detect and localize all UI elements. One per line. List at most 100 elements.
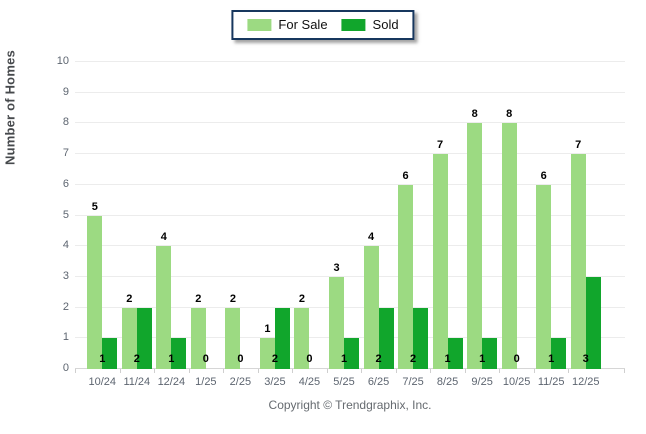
for-sale-value-label: 2 — [195, 292, 202, 305]
for-sale-bar — [398, 184, 414, 369]
x-tick-label: 3/25 — [264, 376, 286, 388]
gridline — [75, 153, 625, 155]
x-axis-tick — [223, 369, 225, 373]
for-sale-bar — [570, 154, 586, 369]
sold-bar — [171, 338, 187, 369]
for-sale-bar — [467, 123, 483, 369]
for-sale-value-label: 8 — [471, 108, 478, 121]
x-axis-tick — [624, 369, 625, 373]
x-tick-label: 10/24 — [88, 376, 117, 388]
legend-item-for-sale: For Sale — [247, 18, 328, 32]
sold-bar — [447, 338, 463, 369]
sold-bar — [136, 307, 152, 369]
for-sale-bar — [225, 307, 241, 369]
for-sale-value-label: 2 — [126, 292, 133, 305]
sold-bar — [344, 338, 359, 369]
y-tick-label: 1 — [62, 331, 69, 344]
gridline — [75, 337, 625, 339]
sold-value-label: 0 — [306, 353, 313, 365]
gridline — [75, 275, 625, 277]
for-sale-bar — [259, 338, 275, 369]
legend-item-sold: Sold — [341, 17, 399, 32]
x-tick-label: 10/25 — [502, 376, 531, 388]
for-sale-bar — [536, 184, 552, 369]
for-sale-swatch-icon — [247, 19, 272, 31]
for-sale-bar — [363, 246, 379, 369]
legend: For Sale Sold — [231, 10, 415, 40]
sold-swatch-icon — [341, 19, 366, 31]
for-sale-value-label: 5 — [91, 200, 98, 213]
gridline — [75, 214, 625, 216]
sold-bar — [585, 276, 601, 369]
x-tick-label: 1/25 — [195, 376, 217, 388]
sold-value-label: 0 — [202, 353, 209, 365]
for-sale-value-label: 4 — [367, 231, 375, 244]
x-tick-label: 12/24 — [157, 376, 186, 388]
sold-bar — [102, 338, 118, 369]
x-tick-label: 9/25 — [471, 376, 493, 388]
y-tick-label: 3 — [62, 269, 69, 282]
x-tick-label: 2/25 — [229, 376, 252, 388]
x-axis-tick — [464, 369, 466, 373]
x-axis-tick — [430, 369, 432, 373]
for-sale-value-label: 4 — [160, 231, 167, 244]
for-sale-bar — [156, 246, 172, 369]
x-axis-tick — [395, 369, 397, 373]
y-tick-label: 7 — [62, 147, 69, 160]
sold-value-label: 1 — [340, 353, 348, 365]
sold-value-label: 3 — [582, 353, 589, 365]
for-sale-value-label: 2 — [229, 292, 236, 305]
x-axis-tick — [326, 369, 328, 373]
sold-bar — [551, 338, 567, 369]
x-tick-label: 7/25 — [402, 376, 424, 388]
x-axis-tick — [568, 369, 570, 373]
sold-value-label: 2 — [410, 353, 417, 365]
sold-value-label: 2 — [271, 353, 278, 365]
gridline — [75, 91, 625, 93]
x-axis-tick — [188, 369, 190, 373]
sold-value-label: 0 — [513, 353, 520, 365]
sold-value-label: 2 — [375, 353, 382, 365]
x-tick-label: 11/24 — [123, 376, 151, 388]
sold-value-label: 1 — [99, 353, 106, 365]
for-sale-bar — [432, 154, 448, 369]
x-tick-label: 12/25 — [571, 376, 600, 388]
x-axis-tick — [533, 369, 535, 373]
y-tick-label: 5 — [62, 208, 69, 221]
for-sale-value-label: 1 — [264, 323, 271, 336]
x-tick-label: 5/25 — [333, 376, 355, 388]
for-sale-bar — [294, 307, 310, 369]
y-tick-label: 4 — [62, 239, 69, 252]
x-tick-label: 4/25 — [298, 376, 321, 388]
y-axis-title: Number of Homes — [2, 50, 18, 166]
sold-bar — [274, 307, 290, 369]
y-tick-label: 10 — [56, 55, 69, 67]
legend-label-sold: Sold — [372, 17, 399, 32]
for-sale-value-label: 8 — [506, 108, 513, 121]
gridline — [75, 61, 625, 62]
gridline — [75, 306, 625, 308]
x-tick-label: 6/25 — [367, 376, 390, 388]
x-axis-tick — [499, 369, 501, 373]
sold-bar — [413, 307, 429, 369]
sold-value-label: 1 — [444, 353, 451, 365]
sold-value-label: 2 — [133, 353, 140, 365]
sold-value-label: 1 — [548, 353, 555, 365]
x-axis-tick — [154, 369, 156, 373]
y-tick-label: 9 — [62, 85, 69, 98]
x-axis-tick — [292, 369, 294, 373]
x-axis-tick — [75, 369, 76, 373]
plot-area: 0 1 2 3 4 5 6 7 8 9 10 5 1 10/24 2 2 11/24 4 1 12/24 2 0 1/25 2… — [57, 55, 625, 388]
y-tick-label: 6 — [62, 177, 69, 190]
for-sale-value-label: 3 — [333, 261, 340, 274]
y-tick-label: 2 — [62, 300, 69, 313]
for-sale-bar — [329, 276, 344, 369]
copyright-text: Copyright © Trendgraphix, Inc. — [268, 398, 432, 412]
for-sale-value-label: 6 — [540, 169, 547, 182]
x-tick-label: 11/25 — [537, 376, 565, 388]
for-sale-bar — [121, 307, 137, 369]
sold-bar — [378, 307, 394, 369]
for-sale-bar — [190, 307, 206, 369]
gridline — [75, 245, 625, 247]
